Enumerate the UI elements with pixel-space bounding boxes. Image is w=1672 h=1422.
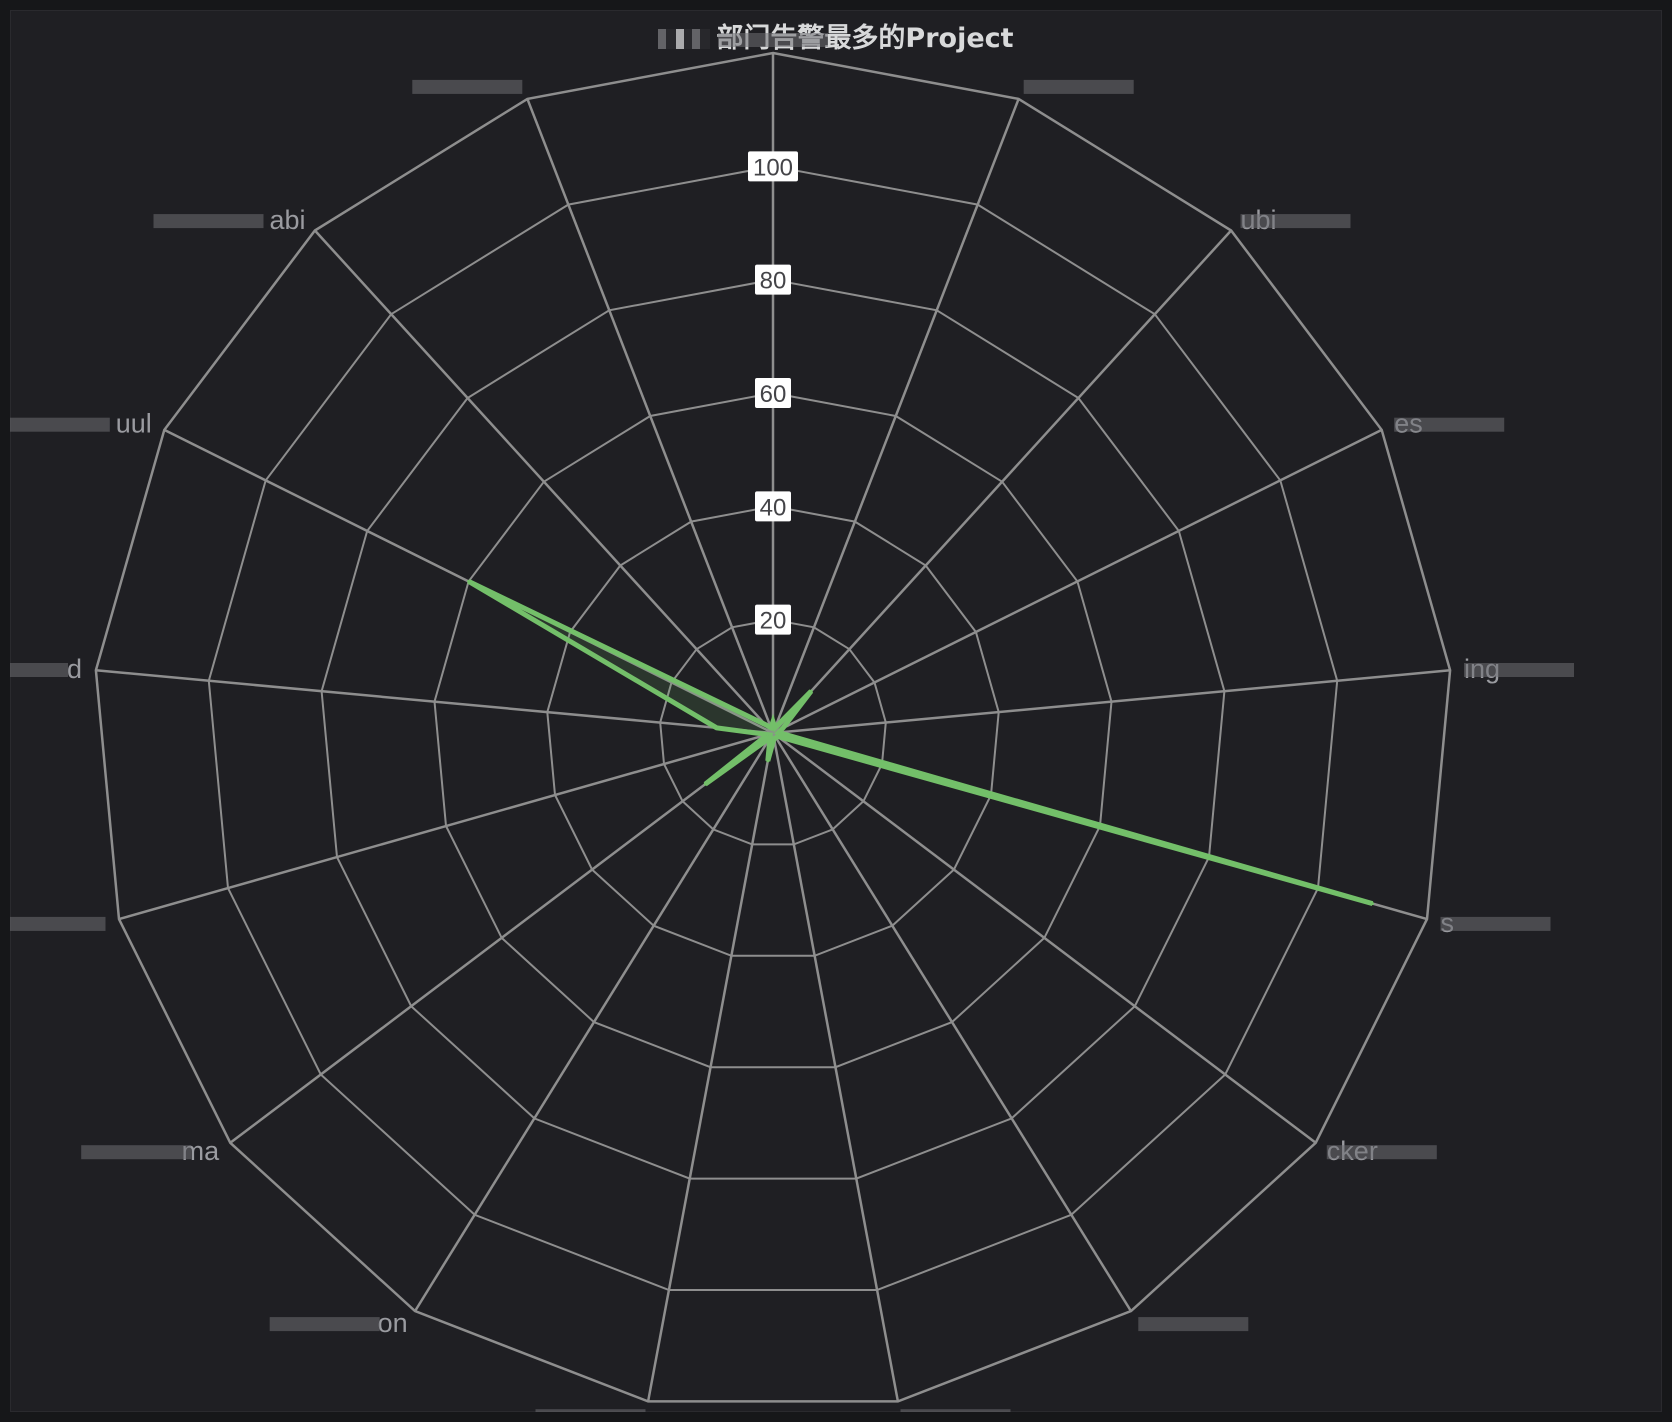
axis-label-redaction [81,1145,192,1160]
axis-label [900,1409,1011,1412]
series-line [467,579,1374,907]
tick-label: 80 [760,268,787,295]
axis-label-redaction [10,916,106,931]
axis-label-text: uul [116,409,152,439]
grid-spoke [772,669,1451,735]
grid-ring [207,165,1339,1291]
axis-label-redaction [269,1317,380,1332]
grid-ring [433,391,1113,1069]
axis-label [718,33,828,47]
axis-label [10,916,106,931]
axis-label [412,79,523,94]
radar-chart: 20 40 60 80 100 ubi es ing s cker on ma d uul abi [10,33,1574,1412]
axis-label-redaction [900,1409,1011,1412]
series-point [777,731,781,734]
tick-label: 20 [760,608,787,635]
grid-spoke [772,229,1233,734]
tick-label-box [748,151,798,182]
axis-label-text: abi [269,205,305,235]
series-point [769,726,773,730]
grid-spoke [771,98,1020,734]
tick-label-box [755,378,791,408]
axis-label: cker [1326,1136,1437,1166]
series-point [467,579,471,583]
grid-spoke [772,732,1317,1144]
axis-label: uul [10,409,152,439]
series-point [773,726,777,730]
series-point [766,759,770,763]
axis-label-redaction [535,1409,646,1412]
grid-spoke [229,732,774,1144]
radar-axis-labels: ubi es ing s cker on ma d uul abi [10,33,1574,1412]
axis-label-redaction [1464,663,1574,677]
tick-label-box [755,491,791,522]
grid-spoke [526,98,775,734]
axis-label [535,1409,646,1412]
axis-label-redaction [1326,1145,1437,1160]
tick-label-box [755,604,791,635]
series-point [781,726,785,730]
tick-label-box [755,264,791,295]
series-point [766,733,769,737]
axis-label: ing [1464,654,1574,684]
axis-label-text: d [67,654,82,684]
axis-label-redaction [1394,417,1505,432]
axis-label: es [1394,409,1505,439]
axis-label-redaction [718,33,828,47]
axis-label-redaction [1023,79,1134,94]
grid-ring [659,618,887,846]
grid-ring [320,278,1226,1180]
axis-label-redaction [1240,214,1351,229]
axis-label [1023,79,1134,94]
tick-label: 100 [753,154,793,181]
series-point [771,720,775,724]
grid-ring [94,51,1452,1403]
grid-ring [546,505,1000,957]
axis-label-redaction [1138,1317,1249,1332]
series-point [763,723,767,727]
axis-label: ma [81,1136,220,1166]
series-point [772,737,776,741]
axis-label: abi [153,205,306,235]
axis-label-redaction [153,214,264,229]
series-point [1371,902,1374,906]
axis-label-redaction [412,79,523,94]
series-point [809,689,813,693]
grid-spoke [772,428,1383,735]
grid-spoke [118,731,774,921]
axis-label [1138,1317,1249,1332]
grid-spoke [771,732,1133,1312]
axis-label: d [10,654,82,684]
grid-spoke [771,732,900,1402]
tick-label: 40 [760,494,787,521]
radar-series [467,579,1374,907]
axis-label-text: on [378,1308,408,1338]
axis-label-redaction [10,663,68,677]
axis-label: on [269,1308,408,1338]
series-point [703,782,707,786]
axis-label-redaction [1440,916,1551,931]
axis-label: ubi [1240,205,1351,235]
series-point [768,736,772,740]
grid-spoke [413,732,775,1312]
grid-spoke [646,732,775,1402]
axis-label-redaction [10,417,110,432]
series-point [715,726,719,730]
title-redacted-prefix [658,29,711,49]
tick-label: 60 [760,381,787,408]
axis-label: s [1440,908,1551,938]
grid-spoke [313,229,774,734]
radar-grid [94,51,1452,1403]
grid-spoke [95,669,774,735]
radar-ticks: 20 40 60 80 100 [748,151,798,635]
